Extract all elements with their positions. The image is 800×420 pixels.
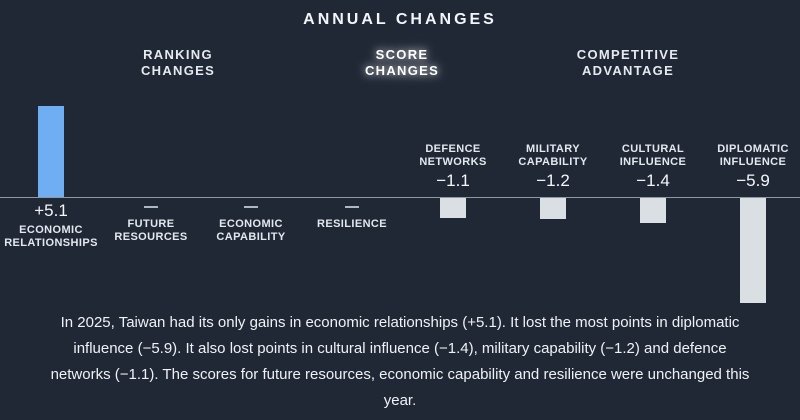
no-change-dash-economic-capability	[244, 206, 258, 208]
category-label: MILITARY CAPABILITY	[518, 143, 588, 168]
category-label: CULTURAL INFLUENCE	[619, 143, 687, 168]
chart-baseline	[0, 197, 800, 198]
column-labels-cultural-influence: CULTURAL INFLUENCE −1.4	[594, 143, 712, 191]
category-label: ECONOMIC RELATIONSHIPS	[4, 224, 98, 249]
value-label: −5.9	[736, 171, 770, 190]
column-labels-economic-relationships: +5.1 ECONOMIC RELATIONSHIPS	[0, 201, 110, 250]
bar-cultural-influence[interactable]	[640, 198, 666, 223]
column-labels-resilience: RESILIENCE	[293, 218, 411, 231]
column-labels-economic-capability: ECONOMIC CAPABILITY	[192, 218, 310, 244]
column-labels-diplomatic-influence: DIPLOMATIC INFLUENCE −5.9	[694, 143, 800, 191]
page-title: ANNUAL CHANGES	[303, 11, 497, 28]
category-label: FUTURE RESOURCES	[114, 218, 188, 243]
tab-score-changes[interactable]: SCORE CHANGES	[364, 47, 440, 78]
category-label: DIPLOMATIC INFLUENCE	[717, 143, 789, 168]
value-label: −1.4	[636, 171, 670, 190]
tab-competitive-advantage[interactable]: COMPETITIVE ADVANTAGE	[576, 47, 680, 78]
bar-economic-relationships[interactable]	[38, 106, 64, 197]
value-label: −1.2	[536, 171, 570, 190]
category-label: RESILIENCE	[316, 218, 387, 230]
chart-summary-text: In 2025, Taiwan had its only gains in ec…	[50, 314, 750, 409]
value-label: +5.1	[34, 201, 68, 220]
no-change-dash-future-resources	[144, 206, 158, 208]
column-labels-defence-networks: DEFENCE NETWORKS −1.1	[394, 143, 512, 191]
category-label: DEFENCE NETWORKS	[419, 143, 487, 168]
value-label: −1.1	[436, 171, 470, 190]
bar-defence-networks[interactable]	[440, 198, 466, 218]
column-labels-military-capability: MILITARY CAPABILITY −1.2	[494, 143, 612, 191]
bar-diplomatic-influence[interactable]	[740, 198, 766, 303]
category-label: ECONOMIC CAPABILITY	[216, 218, 286, 243]
bar-military-capability[interactable]	[540, 198, 566, 219]
no-change-dash-resilience	[345, 206, 359, 208]
column-labels-future-resources: FUTURE RESOURCES	[92, 218, 210, 244]
tab-ranking-changes[interactable]: RANKING CHANGES	[140, 47, 216, 78]
